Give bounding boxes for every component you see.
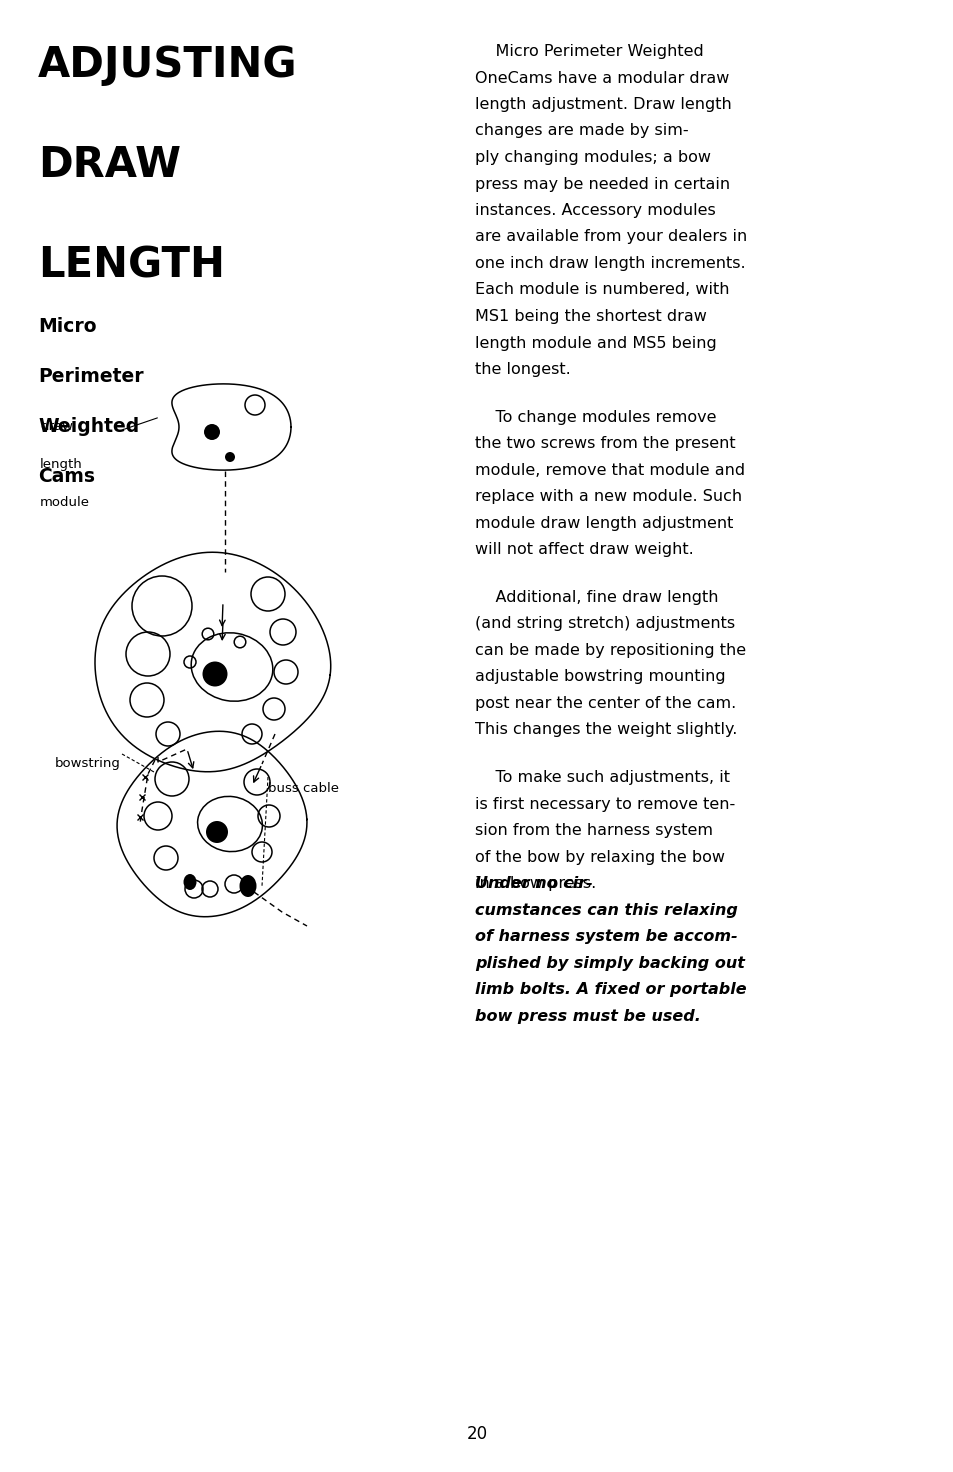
Text: sion from the harness system: sion from the harness system [475,823,712,838]
Text: bow press must be used.: bow press must be used. [475,1008,700,1023]
Text: changes are made by sim-: changes are made by sim- [475,124,688,138]
Text: is first necessary to remove ten-: is first necessary to remove ten- [475,796,735,811]
Text: cumstances can this relaxing: cumstances can this relaxing [475,902,737,917]
Text: of the bow by relaxing the bow: of the bow by relaxing the bow [475,849,724,864]
Text: are available from your dealers in: are available from your dealers in [475,230,746,244]
Text: LENGTH: LENGTH [38,244,225,286]
Text: Each module is numbered, with: Each module is numbered, with [475,283,729,297]
Circle shape [202,661,227,686]
Text: module draw length adjustment: module draw length adjustment [475,515,733,531]
Text: Additional, fine draw length: Additional, fine draw length [475,590,718,605]
Text: draw: draw [40,420,73,433]
Text: bowstring: bowstring [55,757,121,770]
Text: post near the center of the cam.: post near the center of the cam. [475,696,736,711]
Circle shape [225,452,234,462]
Text: 20: 20 [466,1425,487,1443]
Text: ADJUSTING: ADJUSTING [38,44,297,85]
Text: Weighted: Weighted [38,417,139,436]
Text: module: module [40,496,90,509]
Text: plished by simply backing out: plished by simply backing out [475,955,744,970]
Text: To change modules remove: To change modules remove [475,409,716,425]
Text: ply changing modules; a bow: ply changing modules; a bow [475,150,710,165]
Text: one inch draw length increments.: one inch draw length increments. [475,256,745,271]
Circle shape [206,821,228,843]
Text: DRAW: DRAW [38,144,181,185]
Text: replace with a new module. Such: replace with a new module. Such [475,489,741,505]
Text: MS1 being the shortest draw: MS1 being the shortest draw [475,309,706,324]
Text: To make such adjustments, it: To make such adjustments, it [475,770,729,785]
Text: length: length [40,458,83,471]
Text: length adjustment. Draw length: length adjustment. Draw length [475,97,731,112]
Text: the longest.: the longest. [475,362,570,377]
Text: of harness system be accom-: of harness system be accom- [475,929,737,944]
Text: limb bolts. A fixed or portable: limb bolts. A fixed or portable [475,982,746,997]
Text: the two screws from the present: the two screws from the present [475,436,735,452]
Text: Micro: Micro [38,316,96,336]
Circle shape [204,424,220,440]
Text: will not affect draw weight.: will not affect draw weight. [475,542,693,558]
Text: Perimeter: Perimeter [38,367,144,386]
Text: Cams: Cams [38,467,95,486]
Text: (and string stretch) adjustments: (and string stretch) adjustments [475,617,735,631]
Text: OneCams have a modular draw: OneCams have a modular draw [475,71,729,85]
Text: This changes the weight slightly.: This changes the weight slightly. [475,723,737,737]
Text: instances. Accessory modules: instances. Accessory modules [475,203,715,218]
Text: in a bow press.: in a bow press. [475,876,600,891]
Text: can be made by repositioning the: can be made by repositioning the [475,643,745,658]
Ellipse shape [239,874,256,896]
Text: length module and MS5 being: length module and MS5 being [475,336,716,350]
Text: Under no cir-: Under no cir- [475,876,592,891]
Text: module, remove that module and: module, remove that module and [475,462,744,478]
Text: adjustable bowstring mounting: adjustable bowstring mounting [475,670,725,684]
Text: press may be needed in certain: press may be needed in certain [475,177,729,191]
Ellipse shape [183,874,196,891]
Text: buss cable: buss cable [268,782,338,795]
Text: Micro Perimeter Weighted: Micro Perimeter Weighted [475,44,703,59]
